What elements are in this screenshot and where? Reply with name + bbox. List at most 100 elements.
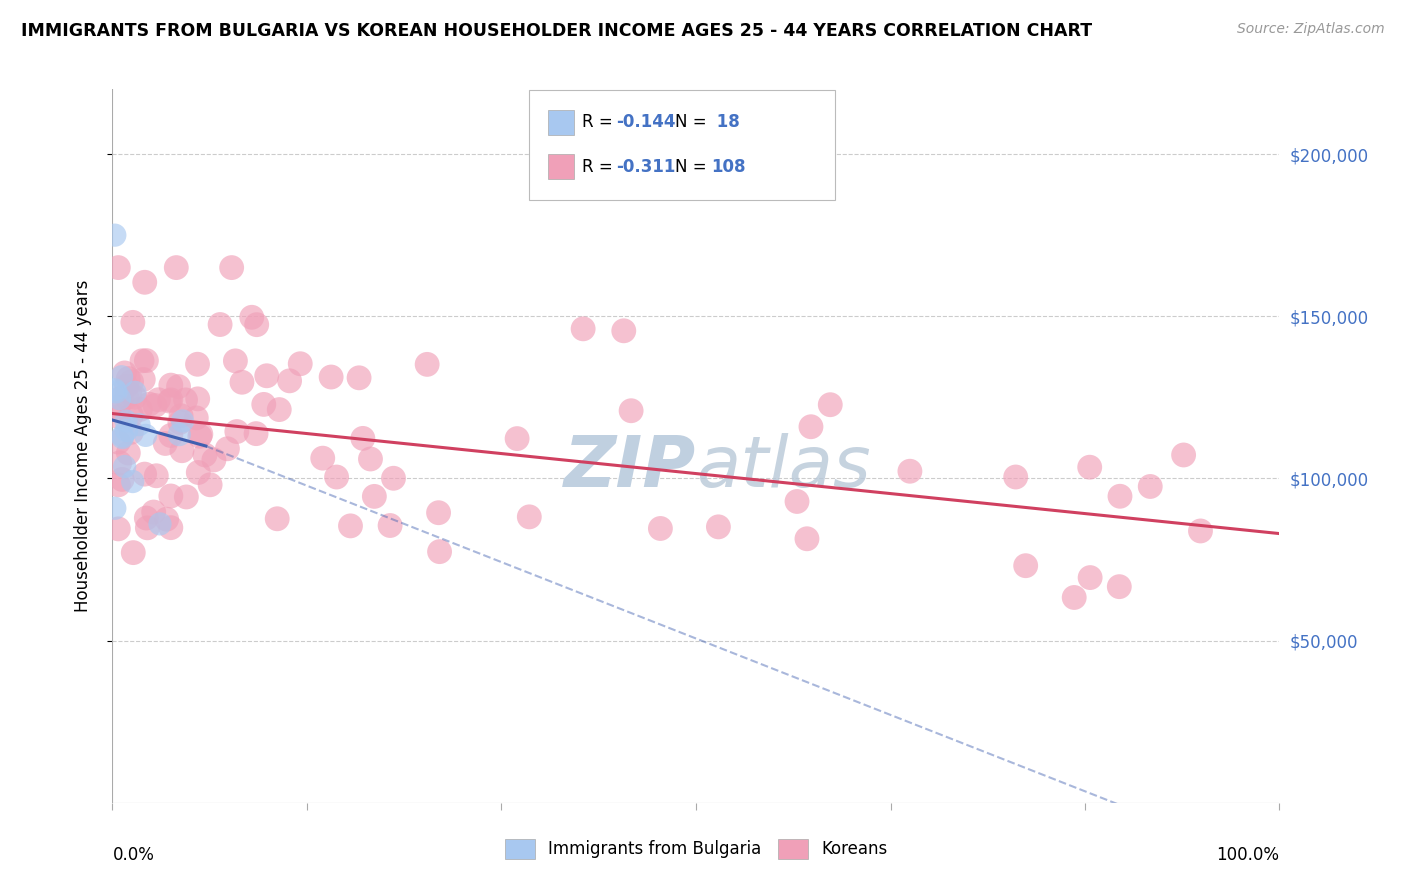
Point [800, 419, 823, 434]
Point [1063, 591, 1085, 605]
Point [121, 375, 143, 389]
Point [110, 369, 132, 384]
Point [231, 376, 253, 390]
Point [1108, 580, 1130, 594]
Point [506, 432, 529, 446]
Point [117, 371, 139, 385]
Point [707, 520, 730, 534]
Point [312, 451, 335, 466]
Point [170, 443, 193, 458]
Text: N =: N = [675, 158, 711, 176]
Point [124, 385, 146, 400]
Point [107, 260, 129, 275]
Point [269, 402, 291, 417]
Point [786, 494, 808, 508]
Point [650, 521, 672, 535]
Point [169, 427, 191, 442]
Point [160, 392, 183, 407]
Point [352, 431, 374, 445]
Point [135, 353, 157, 368]
Point [187, 466, 209, 480]
Point [359, 452, 381, 467]
Point [156, 512, 179, 526]
Point [169, 416, 191, 430]
Point [290, 357, 312, 371]
Point [1109, 489, 1132, 503]
Point [107, 435, 129, 450]
Point [796, 532, 818, 546]
Point [136, 521, 159, 535]
Point [1078, 571, 1101, 585]
Point [134, 467, 156, 482]
Point [347, 371, 370, 385]
Point [131, 353, 153, 368]
Point [122, 546, 145, 560]
Point [221, 260, 243, 275]
Text: N =: N = [675, 113, 711, 131]
Point [135, 428, 157, 442]
Point [1139, 479, 1161, 493]
Point [117, 446, 139, 460]
Point [108, 456, 131, 470]
Point [155, 436, 177, 450]
Point [172, 414, 194, 428]
Point [104, 383, 127, 397]
Point [120, 425, 142, 440]
Point [245, 426, 267, 441]
Point [176, 490, 198, 504]
Point [114, 459, 136, 474]
Text: 18: 18 [711, 113, 740, 131]
Point [1078, 460, 1101, 475]
Text: 108: 108 [711, 158, 747, 176]
Point [111, 472, 134, 486]
Point [160, 489, 183, 503]
Point [145, 468, 167, 483]
Point [104, 228, 127, 243]
Point [129, 402, 152, 417]
Point [167, 379, 190, 393]
Point [427, 506, 450, 520]
Legend: Immigrants from Bulgaria, Koreans: Immigrants from Bulgaria, Koreans [498, 832, 894, 866]
Point [1004, 470, 1026, 484]
Point [114, 366, 136, 380]
Point [620, 403, 643, 417]
Point [278, 374, 301, 388]
Point [256, 368, 278, 383]
Point [187, 392, 209, 406]
Point [104, 501, 127, 516]
Point [107, 522, 129, 536]
Point [148, 392, 170, 407]
Text: IMMIGRANTS FROM BULGARIA VS KOREAN HOUSEHOLDER INCOME AGES 25 - 44 YEARS CORRELA: IMMIGRANTS FROM BULGARIA VS KOREAN HOUSE… [21, 22, 1092, 40]
Point [224, 354, 246, 368]
Point [165, 260, 187, 275]
Point [321, 370, 343, 384]
Point [138, 397, 160, 411]
Point [118, 387, 141, 401]
Point [253, 397, 276, 411]
Point [194, 448, 217, 462]
Point [135, 511, 157, 525]
Point [115, 379, 138, 393]
Point [225, 425, 247, 439]
Point [378, 518, 401, 533]
Point [246, 318, 269, 332]
Text: ZIP: ZIP [564, 433, 696, 502]
Point [613, 324, 636, 338]
Point [104, 384, 127, 399]
Point [1189, 524, 1212, 538]
Text: R =: R = [582, 113, 619, 131]
Point [1015, 558, 1038, 573]
Point [266, 512, 288, 526]
Text: 100.0%: 100.0% [1216, 846, 1279, 863]
Point [121, 475, 143, 489]
Point [209, 318, 232, 332]
Point [339, 519, 361, 533]
Point [820, 398, 842, 412]
Point [190, 427, 212, 442]
Text: -0.144: -0.144 [616, 113, 675, 131]
Point [128, 417, 150, 432]
Point [186, 357, 208, 371]
Point [107, 409, 129, 424]
Point [202, 453, 225, 467]
Point [160, 428, 183, 442]
